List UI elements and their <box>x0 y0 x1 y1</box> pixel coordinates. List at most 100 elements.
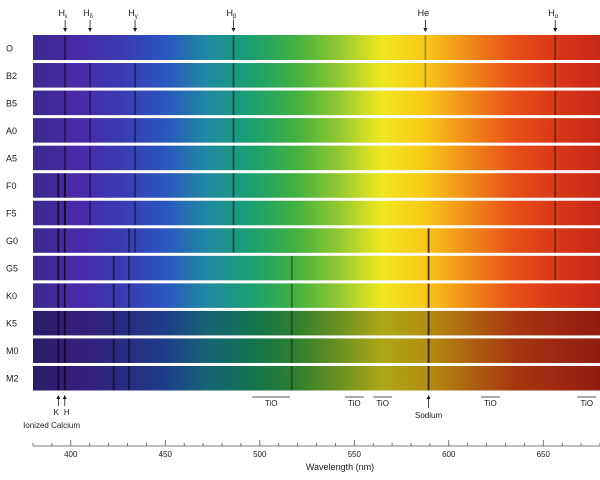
top-marker-label: Hδ <box>83 8 94 20</box>
arrowhead-icon <box>553 28 558 32</box>
top-marker-label: Hα <box>548 8 559 20</box>
absorption-lines <box>57 35 557 391</box>
absorption-line <box>554 173 557 198</box>
absorption-line <box>112 310 115 336</box>
absorption-line <box>89 118 91 143</box>
spectrum-strip-F5 <box>33 199 600 227</box>
tio-band-label: TiO <box>484 399 497 408</box>
spectral-type-label: M2 <box>6 374 19 384</box>
strip-separator <box>33 390 600 394</box>
absorption-line <box>64 145 67 171</box>
absorption-line <box>554 90 557 116</box>
spectrum-strip-A5 <box>33 144 600 172</box>
absorption-line <box>63 310 66 336</box>
strip-separator <box>33 87 600 91</box>
spectrum-strip-B5 <box>33 89 600 117</box>
absorption-line <box>427 283 430 308</box>
absorption-line <box>64 118 67 143</box>
strip-separators <box>33 33 600 394</box>
absorption-line <box>57 228 60 253</box>
tio-band-label: TiO <box>348 399 361 408</box>
absorption-line <box>63 228 66 253</box>
absorption-line <box>112 365 115 391</box>
top-marker-label: Hε <box>59 8 69 20</box>
absorption-line <box>232 63 235 88</box>
absorption-line <box>427 338 430 363</box>
spectrum-strip-M2 <box>33 364 600 392</box>
absorption-line <box>427 310 430 336</box>
spectrum-strip-G0 <box>33 226 600 255</box>
absorption-line <box>232 145 235 171</box>
strip-separator <box>33 225 600 229</box>
strip-separator <box>33 60 600 64</box>
strip-darkening-K5 <box>33 309 600 337</box>
absorption-line <box>112 255 115 281</box>
absorption-line <box>89 90 91 116</box>
top-marker-label: He <box>418 8 430 18</box>
arrowhead-icon <box>88 28 93 32</box>
absorption-line <box>112 338 115 363</box>
axis-tick-label: 550 <box>348 450 362 459</box>
absorption-line <box>112 283 115 308</box>
spectral-type-label: K0 <box>6 291 17 301</box>
absorption-line <box>63 283 66 308</box>
bottom-line-markers: K H Ionized Calcium Sodium TiO TiO TiO TiO TiO <box>23 395 597 430</box>
strip-separator <box>33 142 600 146</box>
axis-tick-label: 400 <box>64 450 78 459</box>
spectral-type-label: F5 <box>6 209 17 219</box>
absorption-line <box>290 283 293 308</box>
top-marker: Hα <box>548 8 559 32</box>
absorption-line <box>134 173 136 198</box>
spectral-type-labels: O B2 B5 A0 A5 F0 F5 G0 G5 K0 K5 M0 M2 <box>6 43 19 383</box>
absorption-line <box>290 338 293 363</box>
axis-tick-label: 650 <box>537 450 551 459</box>
top-line-markers: Hε Hδ Hγ Hβ He Hα <box>59 8 559 32</box>
absorption-line <box>128 228 130 253</box>
axis-tick-label: 450 <box>159 450 173 459</box>
absorption-line <box>134 118 136 143</box>
absorption-line <box>427 255 430 281</box>
arrowhead-icon <box>63 28 68 32</box>
absorption-line <box>290 310 293 336</box>
spectrum-strip-M0 <box>33 336 600 365</box>
absorption-line <box>427 228 430 253</box>
top-marker: Hδ <box>83 8 94 32</box>
strip-separator <box>33 115 600 119</box>
tio-band-label: TiO <box>580 399 593 408</box>
absorption-line <box>232 35 235 61</box>
absorption-line <box>232 90 235 116</box>
absorption-line <box>424 35 427 61</box>
tio-band-label: TiO <box>265 399 278 408</box>
absorption-line <box>134 90 136 116</box>
calcium-line-label: H <box>64 408 70 417</box>
absorption-line <box>128 310 130 336</box>
top-marker-label: Hγ <box>128 8 138 20</box>
strip-separator <box>33 280 600 284</box>
absorption-line <box>554 35 557 61</box>
strip-separator <box>33 362 600 366</box>
top-marker-label: Hβ <box>227 8 238 20</box>
absorption-line <box>89 173 91 198</box>
spectral-type-label: G0 <box>6 236 18 246</box>
ionized-calcium-caption: Ionized Calcium <box>23 421 80 430</box>
absorption-line <box>89 63 91 88</box>
arrowhead-icon <box>231 28 236 32</box>
absorption-line <box>57 283 60 308</box>
spectral-type-label: M0 <box>6 346 19 356</box>
spectral-type-label: B2 <box>6 71 17 81</box>
absorption-line <box>57 310 60 336</box>
absorption-line <box>63 338 66 363</box>
absorption-line <box>63 200 66 226</box>
absorption-line <box>554 63 557 88</box>
spectral-type-label: K5 <box>6 319 17 329</box>
arrowhead-icon <box>62 395 67 399</box>
absorption-line <box>57 365 60 391</box>
absorption-line <box>89 200 91 226</box>
absorption-line <box>63 173 66 198</box>
absorption-line <box>63 365 66 391</box>
absorption-line <box>232 228 235 253</box>
absorption-line <box>128 365 130 391</box>
spectral-type-label: A0 <box>6 126 17 136</box>
strip-separator <box>33 33 600 35</box>
spectrum-strip-A0 <box>33 116 600 145</box>
